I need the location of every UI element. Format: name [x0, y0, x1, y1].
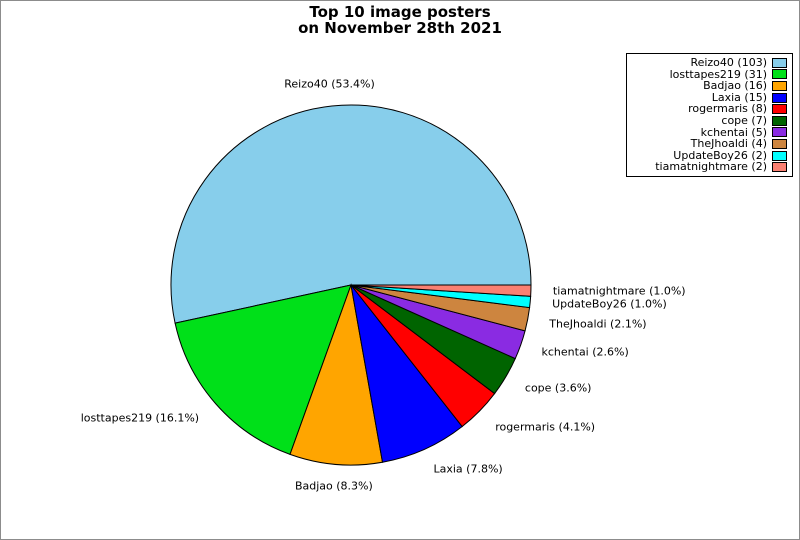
chart-title: Top 10 image posters on November 28th 20…	[0, 4, 800, 36]
pie-slice-Reizo40	[170, 104, 532, 324]
legend-label-rogermaris: rogermaris (8)	[688, 102, 767, 116]
pie-slice-Badjao	[289, 283, 384, 466]
slice-label-Reizo40: Reizo40 (53.4%)	[284, 77, 375, 91]
slice-label-tiamatnightmare: tiamatnightmare (1.0%)	[552, 284, 686, 298]
legend-item-UpdateBoy26: UpdateBoy26 (2)	[631, 150, 787, 162]
legend-box: Reizo40 (103) losttapes219 (31) Badjao (16…	[626, 53, 793, 177]
legend-swatch-Badjao	[772, 80, 787, 91]
slice-label-rogermaris: rogermaris (4.1%)	[495, 420, 596, 433]
legend-item-rogermaris: rogermaris (8)	[631, 103, 787, 115]
slice-label-losttapes219: losttapes219 (16.1%)	[80, 411, 200, 425]
legend-swatch-cope	[772, 115, 787, 126]
legend-item-losttapes219: losttapes219 (31)	[631, 67, 787, 81]
legend-swatch-Laxia	[772, 92, 787, 103]
legend-label-tiamatnightmare: tiamatnightmare (2)	[655, 160, 767, 174]
legend-label-Reizo40: Reizo40 (103)	[690, 56, 767, 69]
slice-label-TheJhoaldi: TheJhoaldi (2.1%)	[549, 317, 647, 330]
slice-label-UpdateBoy26: UpdateBoy26 (1.0%)	[552, 297, 667, 311]
legend-item-kchentai: kchentai (5)	[631, 125, 787, 139]
legend-swatch-kchentai	[772, 127, 787, 138]
legend-label-TheJhoaldi: TheJhoaldi (4)	[690, 137, 767, 151]
legend-label-cope: cope (7)	[721, 113, 767, 127]
pie-slice-losttapes219	[174, 284, 352, 456]
legend-item-cope: cope (7)	[631, 115, 787, 127]
legend-swatch-UpdateBoy26	[772, 150, 787, 161]
legend-swatch-Reizo40	[772, 57, 787, 68]
slice-label-cope: cope (3.6%)	[524, 381, 592, 395]
legend-item-Badjao: Badjao (16)	[631, 80, 787, 92]
legend-swatch-rogermaris	[772, 104, 787, 115]
legend-swatch-losttapes219	[772, 69, 787, 80]
legend-item-TheJhoaldi: TheJhoaldi (4)	[631, 138, 787, 150]
slice-label-kchentai: kchentai (2.6%)	[541, 345, 629, 359]
legend-label-Laxia: Laxia (15)	[711, 90, 767, 104]
legend-item-Laxia: Laxia (15)	[631, 92, 787, 104]
legend-swatch-tiamatnightmare	[772, 162, 787, 173]
legend-label-Badjao: Badjao (16)	[703, 79, 767, 93]
chart-title-line1: Top 10 image posters	[309, 3, 491, 21]
pie-slice-tiamatnightmare	[350, 284, 532, 297]
legend-rows: Reizo40 (103) losttapes219 (31) Badjao (16…	[631, 57, 787, 173]
legend-label-losttapes219: losttapes219 (31)	[669, 67, 767, 81]
legend-swatch-TheJhoaldi	[772, 138, 787, 149]
slice-label-Badjao: Badjao (8.3%)	[294, 479, 373, 493]
legend-label-UpdateBoy26: UpdateBoy26 (2)	[673, 148, 767, 162]
legend-item-Reizo40: Reizo40 (103)	[631, 57, 787, 69]
legend-item-tiamatnightmare: tiamatnightmare (2)	[631, 161, 787, 173]
slice-label-Laxia: Laxia (7.8%)	[433, 462, 503, 476]
chart-title-line2: on November 28th 2021	[298, 19, 502, 37]
legend-label-kchentai: kchentai (5)	[700, 125, 767, 139]
